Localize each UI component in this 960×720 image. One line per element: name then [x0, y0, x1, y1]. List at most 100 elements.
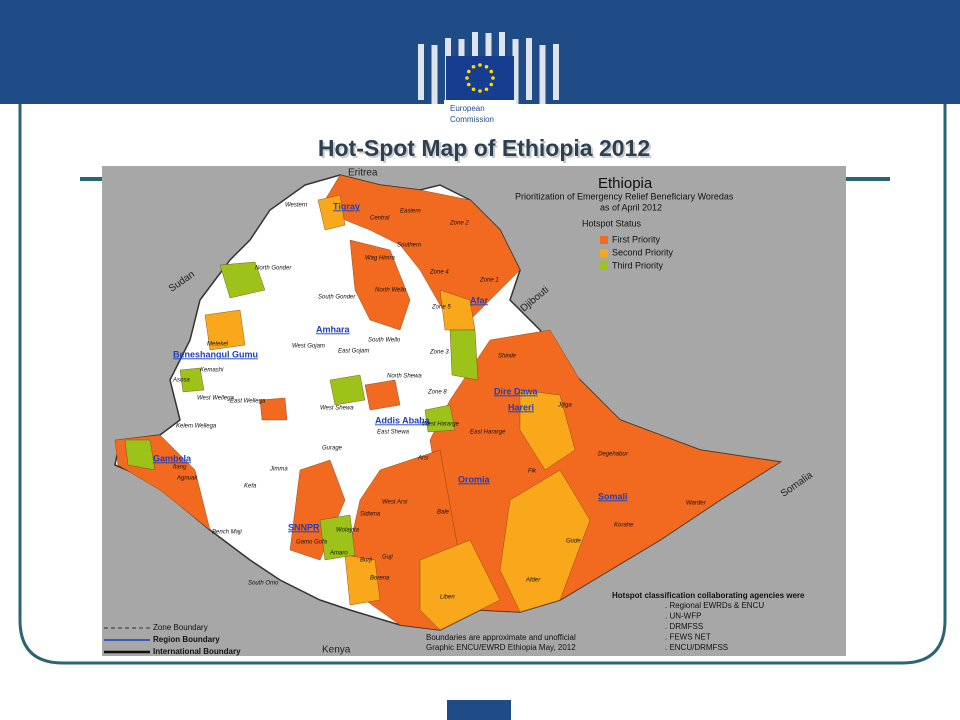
eu-star [489, 82, 494, 87]
title-shadow: Hot-Spot Map of Ethiopia 2012 [320, 137, 652, 163]
zone-label: Zone 4 [429, 270, 449, 276]
zone-label: Kefa [244, 484, 257, 490]
zone-label: Afder [525, 578, 541, 584]
zone-label: Wag Himra [365, 256, 396, 262]
zone-label: North Shewa [387, 374, 422, 380]
logo-label-box [444, 100, 516, 130]
zone-label: Zone 3 [429, 350, 449, 356]
region-label: Gambela [153, 453, 192, 463]
region-label: Dire Dawa [494, 386, 539, 396]
zone-label: Liben [440, 595, 455, 601]
country-label: Eritrea [348, 168, 378, 179]
zone-label: East Hararge [470, 430, 506, 436]
hotspot-area [204, 309, 246, 351]
logo-stripe [553, 44, 559, 100]
zone-label: Arsi [417, 456, 429, 462]
region-label: Oromia [458, 474, 491, 484]
zone-label: West Gojam [292, 344, 325, 350]
legend-swatch [600, 262, 608, 270]
title: Hot-Spot Map of Ethiopia 2012 [318, 135, 650, 161]
hotspot-area [499, 469, 591, 613]
zone-label: Itang [173, 465, 187, 471]
region-label: Afar [470, 295, 489, 305]
region-label: Tigray [333, 201, 360, 211]
agency-item: . FEWS NET [665, 633, 711, 642]
agency-item: . Regional EWRDs & ENCU [665, 601, 764, 610]
hotspot-area [324, 174, 521, 321]
zone-label: Kemashi [200, 368, 224, 374]
zone-label: West Shewa [320, 406, 354, 412]
region-label: Somali [598, 491, 628, 501]
zone-label: Jimma [269, 467, 288, 473]
hotspot-area [449, 329, 479, 381]
legend-swatch [600, 249, 608, 257]
zone-label: Gamo Gofa [296, 540, 328, 546]
map-note: Graphic ENCU/EWRD Ethiopia May, 2012 [426, 643, 576, 652]
eu-flag [446, 56, 514, 100]
zone-label: Agnuak [176, 476, 198, 482]
zone-label: Gode [566, 539, 581, 545]
hotspot-area [349, 239, 411, 331]
agencies-title: Hotspot classification collaborating age… [612, 591, 805, 600]
agency-item: . DRMFSS [665, 622, 703, 631]
hotspot-area [259, 397, 288, 421]
zone-label: Sidama [360, 512, 381, 518]
zone-label: Zone 2 [449, 221, 469, 227]
eu-star [466, 69, 471, 74]
zone-label: East Wellega [230, 399, 266, 405]
hotspot-area [424, 404, 456, 433]
hotspots [114, 174, 781, 631]
hotspot-area [419, 539, 501, 631]
zone-label: Bale [437, 510, 450, 516]
zone-label: Zone 8 [427, 390, 447, 396]
zone-label: Bench Maji [212, 530, 242, 536]
zone-label: North Gonder [255, 266, 292, 272]
zone-label: South Gonder [318, 295, 356, 301]
zone-label: Wolayita [336, 528, 360, 534]
logo-stripe [431, 45, 438, 104]
zone-label: Warder [686, 501, 707, 507]
zone-label: South Wello [368, 338, 401, 344]
map: Ethiopia Prioritization of Emergency Rel… [102, 166, 846, 656]
zone-label: Western [285, 203, 308, 209]
eu-star [478, 63, 482, 67]
legend-label: Second Priority [612, 247, 674, 257]
eu-star [491, 76, 495, 80]
boundary-label: Region Boundary [153, 635, 220, 644]
zone-label: Zone 5 [431, 305, 451, 311]
eu-star [489, 69, 494, 74]
zone-label: South Omo [248, 581, 279, 587]
region-label: Beneshangul Gumu [173, 349, 258, 359]
footer-tab [447, 700, 511, 720]
hotspot-area [519, 389, 576, 471]
zone-label: West Wellega [197, 396, 234, 402]
zone-label: Korahe [614, 523, 634, 529]
org-name: European [450, 104, 485, 113]
slide-frame [18, 104, 947, 665]
logo-stripe [512, 39, 519, 104]
hotspot-area [124, 439, 156, 471]
zone-label: Asosa [172, 378, 190, 384]
zone-label: Shinile [498, 354, 517, 360]
hotspot-area [329, 374, 366, 406]
legend-swatch [600, 236, 608, 244]
map-subtitle: as of April 2012 [600, 202, 662, 212]
eu-star [465, 76, 469, 80]
eu-star [471, 64, 476, 69]
legend-label: First Priority [612, 234, 660, 244]
logo: European Commission [418, 32, 559, 130]
map-note: Boundaries are approximate and unofficia… [426, 633, 576, 642]
zone-label: Amaro [329, 551, 348, 557]
logo-stripe [418, 44, 424, 100]
hotspot-area [319, 514, 356, 561]
region-label: Addis Ababa [375, 415, 431, 425]
zone-label: West Arsi [382, 500, 408, 506]
zone-label: Kelem Wellega [176, 424, 217, 430]
zone-label: Gurage [322, 446, 343, 452]
map-footer: Zone Boundary Region Boundary Internationa… [104, 591, 805, 656]
hotspot-area [179, 367, 205, 393]
org-name: Commission [450, 115, 494, 124]
eu-star [471, 87, 476, 92]
zone-label: Fik [528, 469, 537, 475]
